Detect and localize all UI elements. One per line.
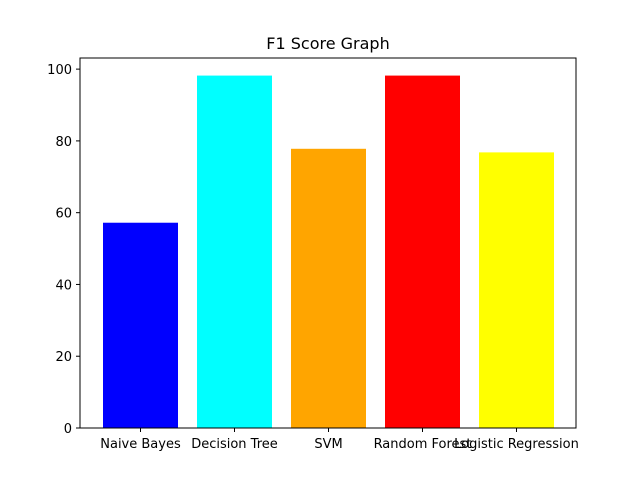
y-tick-label-20: 20 <box>55 350 72 365</box>
x-axis: Naive Bayes Decision Tree SVM Random Forest… <box>100 428 579 452</box>
x-tick-label-logistic-regression: Logistic Regression <box>454 437 579 452</box>
y-tick-label-40: 40 <box>55 278 72 293</box>
x-tick-label-random-forest: Random Forest <box>374 437 472 452</box>
bar-logistic-regression <box>479 152 554 428</box>
y-tick-label-100: 100 <box>47 63 72 78</box>
chart-title: F1 Score Graph <box>266 34 389 53</box>
bars-group <box>103 75 554 428</box>
plot-frame <box>79 57 577 429</box>
bar-random-forest <box>385 75 460 428</box>
y-tick-label-80: 80 <box>55 135 72 150</box>
y-tick-label-60: 60 <box>55 207 72 222</box>
x-tick-label-naive-bayes: Naive Bayes <box>100 437 181 452</box>
y-axis: 0 20 40 60 80 100 <box>47 63 80 437</box>
bar-svm <box>291 148 366 428</box>
x-tick-label-svm: SVM <box>314 437 342 452</box>
x-tick-label-decision-tree: Decision Tree <box>191 437 278 452</box>
y-tick-label-0: 0 <box>64 422 72 437</box>
bar-decision-tree <box>197 75 272 428</box>
bar-naive-bayes <box>103 222 178 428</box>
